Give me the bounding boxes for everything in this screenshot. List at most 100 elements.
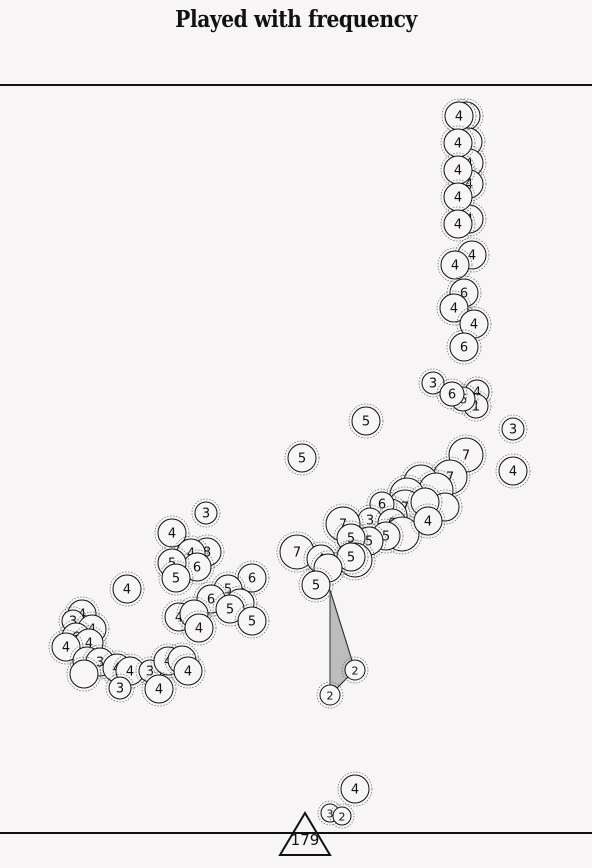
node-halo xyxy=(427,489,463,525)
node-halo xyxy=(189,534,225,570)
node-halo xyxy=(351,523,387,559)
triangle-marker-icon xyxy=(278,811,332,856)
node-label: 1 xyxy=(472,400,480,415)
node-label: 4 xyxy=(454,164,462,179)
marker-group: 179 xyxy=(278,811,332,856)
node-halo xyxy=(451,166,487,202)
node-halo xyxy=(179,549,215,585)
node-label: 4 xyxy=(450,302,458,317)
node-circle xyxy=(439,381,465,407)
node-halo xyxy=(461,376,493,408)
node-halo xyxy=(495,453,531,489)
node-circle xyxy=(112,574,142,604)
node-circle xyxy=(237,563,267,593)
node-circle xyxy=(413,506,443,536)
node: 3 xyxy=(498,414,528,444)
node-label: 3 xyxy=(509,423,517,438)
node-label: 5 xyxy=(226,603,234,618)
node-halo xyxy=(158,560,194,596)
node-halo xyxy=(450,124,486,160)
node-halo xyxy=(154,515,190,551)
node-label: 6 xyxy=(459,393,467,408)
node-label: 5 xyxy=(224,583,232,598)
node-label: 5 xyxy=(347,551,355,566)
node-halo xyxy=(170,653,206,689)
node-halo xyxy=(447,383,479,415)
node: 5 xyxy=(158,560,194,596)
node-halo xyxy=(64,596,100,632)
node-halo xyxy=(298,567,334,603)
node-circle xyxy=(69,659,99,689)
node-label: 4 xyxy=(451,259,459,274)
top-rule xyxy=(0,84,592,86)
node-halo xyxy=(498,414,528,444)
node-label: 5 xyxy=(248,615,256,630)
node-label: 4 xyxy=(454,191,462,206)
node-label: 5 xyxy=(298,452,306,467)
node-halo xyxy=(334,539,376,581)
node-label: 4 xyxy=(184,665,192,680)
node-halo xyxy=(440,179,476,215)
node-halo xyxy=(448,98,484,134)
node-circle xyxy=(144,674,174,704)
node-label: 5 xyxy=(382,530,390,545)
node-label: 3 xyxy=(116,682,124,697)
node-halo xyxy=(109,571,145,607)
node-halo xyxy=(451,201,487,237)
node-halo xyxy=(437,247,473,283)
node-halo xyxy=(191,498,221,528)
node-label: 3 xyxy=(96,656,104,671)
node-halo xyxy=(333,539,369,575)
node-label: 4 xyxy=(155,683,163,698)
node-halo xyxy=(333,520,369,556)
node-circle xyxy=(237,606,267,636)
node-circle xyxy=(344,659,366,681)
node-halo xyxy=(440,152,476,188)
node-label: 4 xyxy=(175,611,183,626)
node-label: 4 xyxy=(168,527,176,542)
node-label: 5 xyxy=(168,557,176,572)
node-cluster-layer: 5444444444446446341663554777636455755745… xyxy=(48,98,531,829)
node-halo xyxy=(368,518,404,554)
node-circle xyxy=(498,456,528,486)
node-label: 5 xyxy=(365,535,373,550)
node-label: 7 xyxy=(446,471,454,486)
node-label: 4 xyxy=(454,218,462,233)
node-label: 2 xyxy=(339,811,346,824)
node: 4 xyxy=(154,515,190,551)
node-label: 5 xyxy=(362,415,370,430)
node-label: 3 xyxy=(69,615,77,630)
node-label: 2 xyxy=(352,665,359,678)
marker-label: 179 xyxy=(291,831,320,849)
node: 4 xyxy=(337,771,373,807)
node-halo xyxy=(141,671,177,707)
node-halo xyxy=(446,329,482,365)
node-label: 7 xyxy=(339,518,347,533)
node-label: 3 xyxy=(146,665,154,680)
node-halo xyxy=(456,306,492,342)
node-halo xyxy=(71,625,107,661)
node: 4 xyxy=(141,671,177,707)
node-label: 4 xyxy=(351,783,359,798)
node-halo xyxy=(173,535,209,571)
node: 2 xyxy=(341,656,369,684)
node-label: 4 xyxy=(509,465,517,480)
node: 4 xyxy=(48,629,84,665)
node-label: 4 xyxy=(468,249,476,264)
node-label: 7 xyxy=(462,449,470,464)
node-label: 4 xyxy=(123,583,131,598)
node-halo xyxy=(366,488,398,520)
node-halo xyxy=(66,656,102,692)
node-circle xyxy=(332,806,352,826)
node-circle xyxy=(161,563,191,593)
node-halo xyxy=(454,237,490,273)
node-halo xyxy=(341,656,369,684)
node-label: 3 xyxy=(366,514,374,529)
node-label: 7 xyxy=(293,546,301,561)
node-label: 6 xyxy=(248,572,256,587)
node-halo xyxy=(436,290,472,326)
node-halo xyxy=(440,206,476,242)
node: 4 xyxy=(170,653,206,689)
node-halo xyxy=(74,611,110,647)
node: 4 xyxy=(440,125,476,161)
